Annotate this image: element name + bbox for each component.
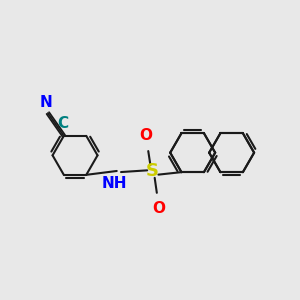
Text: C: C [57,116,68,131]
Text: O: O [140,128,153,142]
Text: N: N [39,95,52,110]
Text: NH: NH [102,176,127,191]
Text: S: S [146,162,159,180]
Text: O: O [152,201,166,216]
